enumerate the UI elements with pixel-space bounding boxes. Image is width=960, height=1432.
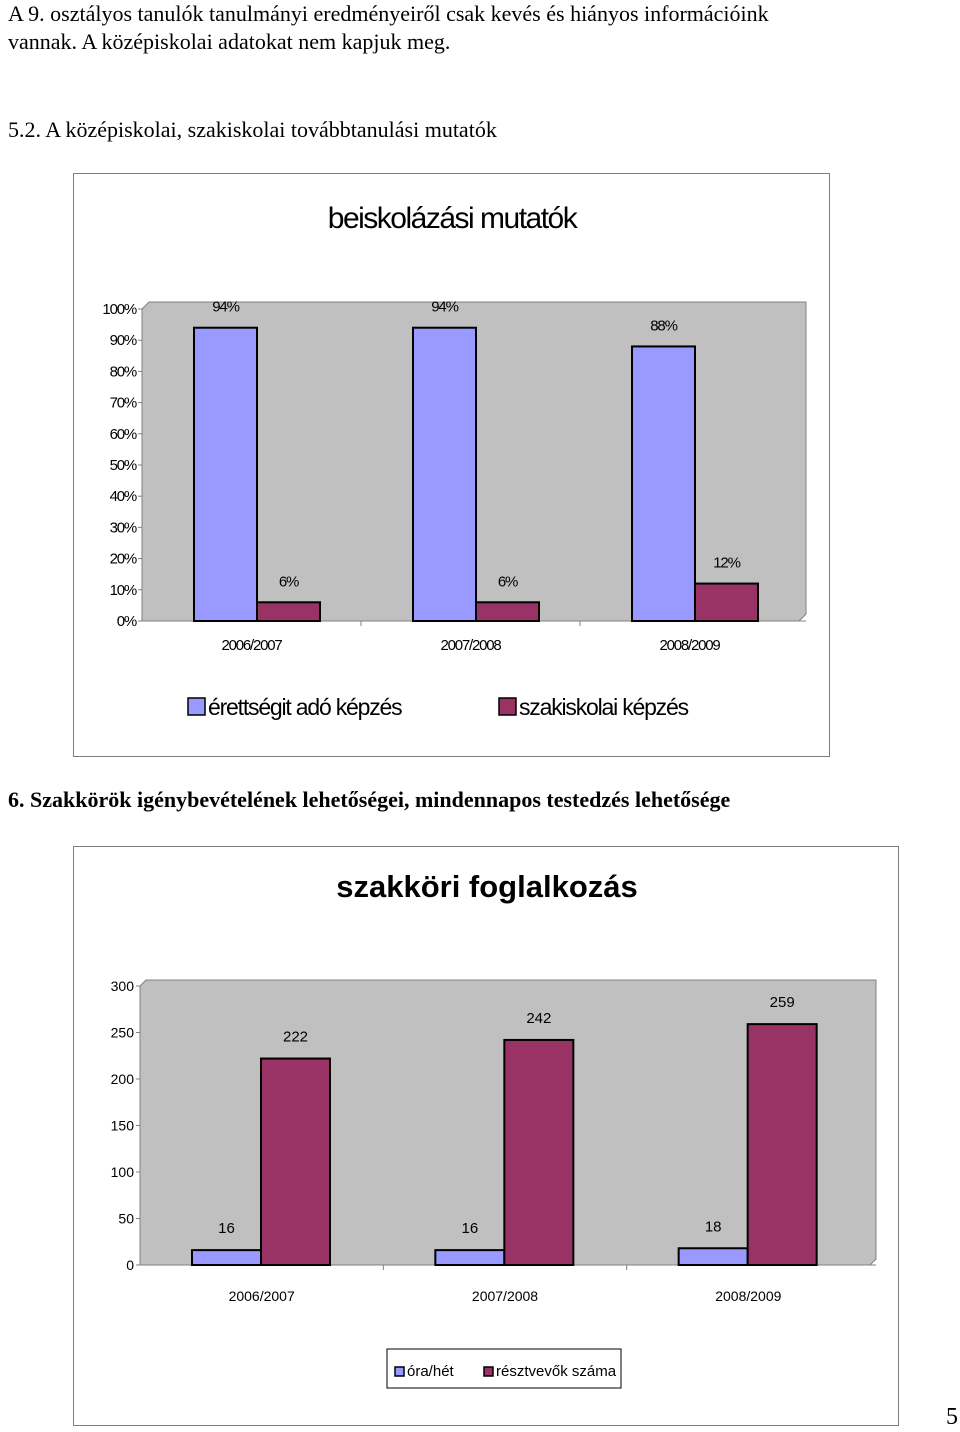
legend-label: óra/hét bbox=[407, 1363, 455, 1380]
legend-box bbox=[386, 1348, 622, 1389]
y-tick-label: 80% bbox=[110, 363, 137, 380]
data-label: 16 bbox=[218, 1220, 235, 1237]
data-label: 88% bbox=[650, 317, 677, 334]
bar-series2 bbox=[503, 1038, 575, 1266]
section-5-2-heading: 5.2. A középiskolai, szakiskolai továbbt… bbox=[8, 117, 497, 142]
legend-swatch-series1 bbox=[187, 697, 206, 716]
y-tick-label: 10% bbox=[110, 582, 137, 599]
intro-line-2: vannak. A középiskolai adatokat nem kapj… bbox=[8, 29, 451, 54]
y-tick-label: 200 bbox=[111, 1071, 135, 1087]
y-tick-label: 0 bbox=[126, 1257, 134, 1273]
legend-swatch-series2 bbox=[483, 1366, 494, 1377]
chart-szakkor-frame: szakköri foglalkozás 300 250 200 150 100 50 0 16… bbox=[73, 846, 899, 1426]
data-label: 222 bbox=[283, 1029, 308, 1046]
x-tick-label: 2008/2009 bbox=[715, 1288, 781, 1304]
data-label: 6% bbox=[498, 573, 518, 590]
chart-szakkor: szakköri foglalkozás 300 250 200 150 100 50 0 16… bbox=[111, 869, 877, 1389]
bar-series2 bbox=[260, 1057, 331, 1266]
bar-series1 bbox=[412, 326, 477, 622]
data-label: 12% bbox=[713, 555, 740, 572]
page-number: 5 bbox=[946, 1404, 958, 1430]
y-tick-label: 150 bbox=[111, 1118, 135, 1134]
x-tick-label: 2007/2008 bbox=[440, 637, 501, 654]
y-tick-label: 70% bbox=[110, 395, 137, 412]
data-label: 259 bbox=[770, 994, 795, 1011]
bar-series2 bbox=[475, 601, 540, 622]
legend-label: résztvevők száma bbox=[496, 1363, 617, 1380]
chart-title: szakköri foglalkozás bbox=[336, 869, 638, 904]
legend-swatch-series2 bbox=[498, 697, 517, 716]
bar-series2 bbox=[694, 582, 759, 622]
data-label: 18 bbox=[705, 1218, 722, 1235]
section-6-heading: 6. Szakkörök igénybevételének lehetősége… bbox=[8, 787, 731, 812]
y-tick-label: 50% bbox=[110, 457, 137, 474]
y-tick-label: 40% bbox=[110, 488, 137, 505]
bar-series1 bbox=[677, 1247, 749, 1267]
y-tick-label: 300 bbox=[111, 978, 135, 994]
data-label: 16 bbox=[461, 1220, 478, 1237]
bar-series1 bbox=[191, 1249, 262, 1266]
bar-series1 bbox=[193, 326, 258, 622]
y-tick-label: 100% bbox=[102, 301, 136, 318]
y-tick-label: 30% bbox=[110, 519, 137, 536]
y-tick-label: 90% bbox=[110, 332, 137, 349]
legend-swatch-series1 bbox=[394, 1366, 405, 1377]
chart-beiskolazas: beiskolázási mutatók 100% 90% 80% 70% 60% 50% 4… bbox=[102, 202, 807, 720]
chart-beiskolazas-frame: beiskolázási mutatók 100% 90% 80% 70% 60% 50% 4… bbox=[73, 173, 830, 757]
y-tick-label: 20% bbox=[110, 551, 137, 568]
y-tick-label: 100 bbox=[111, 1164, 135, 1180]
y-tick-label: 250 bbox=[111, 1025, 135, 1041]
x-tick-label: 2008/2009 bbox=[659, 637, 720, 654]
x-tick-label: 2007/2008 bbox=[472, 1288, 538, 1304]
bar-series2 bbox=[746, 1023, 818, 1266]
data-label: 242 bbox=[526, 1010, 551, 1027]
bar-series1 bbox=[434, 1249, 506, 1266]
bar-series1 bbox=[631, 345, 696, 622]
data-label: 94% bbox=[431, 299, 458, 316]
data-label: 6% bbox=[279, 573, 299, 590]
intro-line-1: A 9. osztályos tanulók tanulmányi eredmé… bbox=[8, 1, 769, 26]
x-tick-label: 2006/2007 bbox=[221, 637, 282, 654]
y-tick-label: 50 bbox=[118, 1211, 134, 1227]
legend-label: szakiskolai képzés bbox=[519, 694, 689, 720]
y-tick-label: 60% bbox=[110, 426, 137, 443]
legend-label: érettségit adó képzés bbox=[208, 694, 402, 720]
y-tick-label: 0% bbox=[117, 613, 137, 630]
bar-series2 bbox=[256, 601, 321, 622]
chart-title: beiskolázási mutatók bbox=[328, 202, 579, 235]
x-tick-label: 2006/2007 bbox=[229, 1288, 295, 1304]
data-label: 94% bbox=[212, 299, 239, 316]
